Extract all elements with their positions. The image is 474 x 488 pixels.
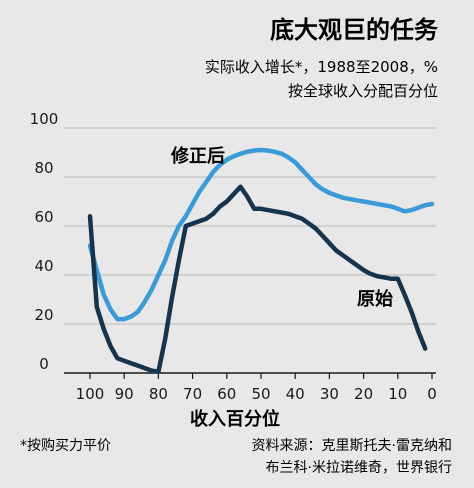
chart-subtitle-line1: 实际收入增长*，1988至2008，% <box>205 58 438 76</box>
y-tick-label: 40 <box>34 257 53 275</box>
x-tick-label: 70 <box>183 385 202 403</box>
y-tick-label: 80 <box>34 159 53 177</box>
x-tick-label: 10 <box>388 385 407 403</box>
x-tick-label: 90 <box>115 385 134 403</box>
x-tick-label: 100 <box>76 385 105 403</box>
x-axis: 100 90 80 70 60 50 40 30 20 10 0 <box>76 373 437 403</box>
series-line-adjusted <box>87 147 435 322</box>
x-tick-label: 0 <box>427 385 437 403</box>
y-tick-label: 0 <box>39 355 49 373</box>
series-label-original: 原始 <box>357 288 393 310</box>
x-tick-label: 20 <box>354 385 373 403</box>
x-tick-label: 40 <box>286 385 305 403</box>
x-tick-label: 30 <box>320 385 339 403</box>
series-line-original <box>87 184 428 375</box>
x-tick-label: 60 <box>217 385 236 403</box>
y-tick-label: 60 <box>34 208 53 226</box>
chart-title: 底大观巨的任务 <box>270 16 439 44</box>
y-axis-ticks: 0 20 40 60 80 100 <box>30 110 59 373</box>
footnote-ppp: *按购买力平价 <box>20 438 111 454</box>
source-line1: 资料来源：克里斯托夫·雷克纳和 <box>252 438 452 454</box>
series-lines <box>87 147 435 375</box>
y-tick-label: 20 <box>34 306 53 324</box>
series-label-adjusted: 修正后 <box>170 145 225 167</box>
gridlines <box>64 127 436 374</box>
source-line2: 布兰科·米拉诺维奇，世界银行 <box>266 459 452 476</box>
x-tick-label: 80 <box>149 385 168 403</box>
x-tick-label: 50 <box>251 385 270 403</box>
chart-subtitle-line2: 按全球收入分配百分位 <box>288 82 438 100</box>
y-tick-label: 100 <box>30 110 59 128</box>
x-axis-label: 收入百分位 <box>190 408 280 430</box>
